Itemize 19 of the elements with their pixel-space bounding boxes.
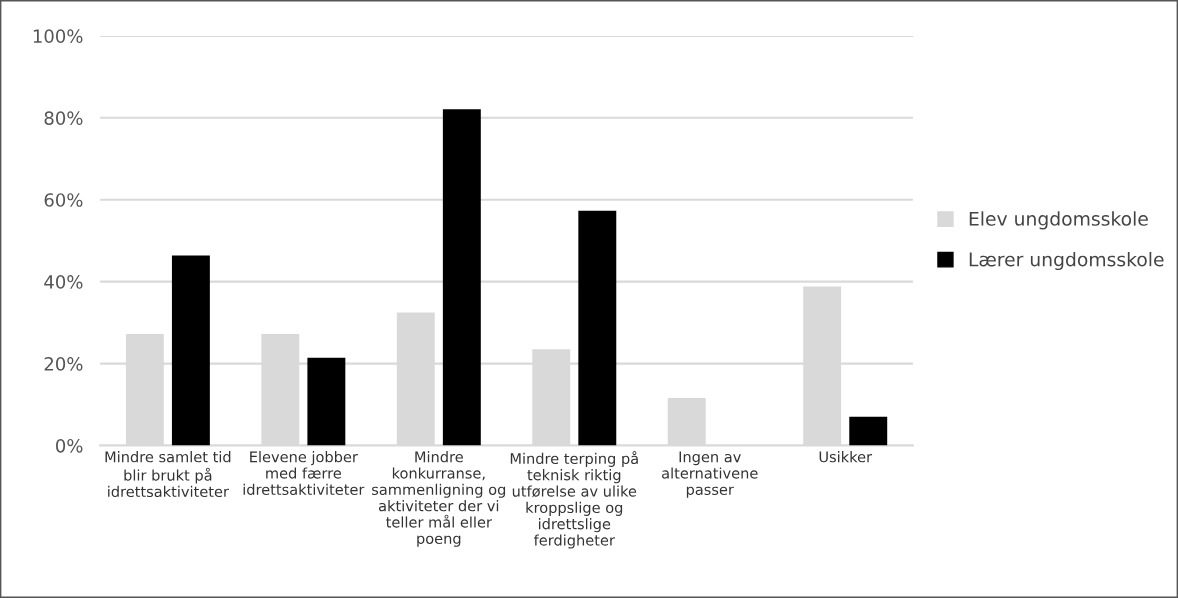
y-tick-label: 100%: [33, 29, 83, 43]
x-tick-label: Mindre samlet tid blir brukt på idrettsaktiviteter: [105, 451, 231, 498]
bar: [171, 255, 210, 446]
x-tick-label: Usikker: [819, 451, 873, 463]
y-tick-label: 60%: [44, 193, 83, 207]
bar: [307, 357, 346, 446]
bar: [442, 109, 481, 446]
y-tick-label: 20%: [44, 357, 83, 371]
bar: [849, 416, 888, 446]
legend-label: Lærer ungdomsskole: [969, 251, 1164, 271]
y-tick-label: 40%: [44, 275, 83, 289]
y-tick-label: 0%: [56, 438, 83, 453]
x-tick-label: Elevene jobber med færre idrettsaktiviteter: [243, 451, 365, 496]
bar: [578, 210, 617, 446]
x-tick-label: Mindre terping på teknisk riktig utførelse av ulike kroppslige og idrettslige ferdigheter: [510, 451, 638, 549]
x-tick-label: Ingen av alternativene passer: [662, 451, 758, 498]
legend-label: Elev ungdomsskole: [969, 211, 1148, 230]
x-tick-label: Mindre konkurranse, sammenligning og aktiviteter der vi teller mål eller poeng: [372, 451, 506, 547]
y-tick-label: 80%: [44, 111, 83, 125]
